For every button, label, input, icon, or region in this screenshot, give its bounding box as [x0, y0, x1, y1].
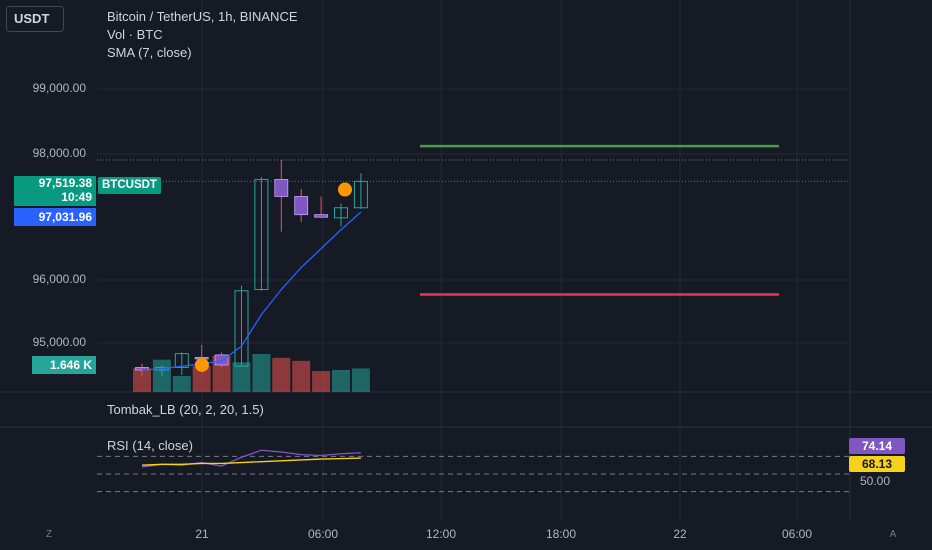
price-tick: 99,000.00: [32, 81, 86, 95]
time-tick: 06:00: [781, 527, 813, 541]
volume-bar: [252, 354, 271, 392]
rsi-ma-line: [141, 457, 361, 466]
rsi-legend[interactable]: RSI (14, close): [107, 438, 193, 453]
rsi-value-label: 74.14: [849, 438, 905, 454]
volume-bar: [133, 368, 151, 392]
time-tick: 18:00: [545, 527, 577, 541]
rsi-pane: [97, 449, 850, 493]
volume-label: 1.646 K: [32, 356, 96, 374]
time-tick: 22: [673, 527, 687, 541]
timezone-button[interactable]: Z: [45, 529, 53, 540]
candle-body: [214, 354, 229, 366]
volume-bar: [272, 357, 291, 392]
last-price-label: 97,519.38 10:49: [14, 176, 96, 206]
rsi-level-label: 50.00: [860, 474, 891, 488]
volume-bar: [292, 360, 311, 392]
candle-body: [294, 196, 309, 216]
chart-title[interactable]: Bitcoin / TetherUS, 1h, BINANCE: [107, 9, 298, 24]
volume-bar: [232, 362, 251, 392]
sma-legend[interactable]: SMA (7, close): [107, 45, 192, 60]
candle-body: [174, 353, 189, 368]
rsi-line: [141, 449, 361, 468]
time-tick: 21: [195, 527, 209, 541]
time-tick: 06:00: [307, 527, 339, 541]
signal-dot: [338, 182, 352, 197]
candle-body: [234, 290, 249, 367]
price-tick: 98,000.00: [32, 146, 86, 160]
price-tick: 96,000.00: [32, 272, 86, 286]
symbol-button[interactable]: USDT: [6, 6, 64, 32]
candles[interactable]: [135, 159, 368, 377]
bar-countdown: 10:49: [61, 190, 92, 204]
auto-scale-button[interactable]: A: [889, 529, 897, 540]
candle-body: [314, 214, 329, 218]
volume-bars: [133, 354, 370, 392]
sma-path: [141, 211, 362, 371]
volume-bar: [192, 366, 211, 392]
time-tick: 12:00: [425, 527, 457, 541]
volume-bar: [351, 368, 370, 392]
volume-legend[interactable]: Vol · BTC: [107, 27, 163, 42]
volume-bar: [172, 376, 191, 392]
signal-dot: [194, 357, 209, 372]
candle-body: [274, 179, 289, 197]
signal-markers: [194, 182, 352, 372]
symbol-tag: BTCUSDT: [98, 177, 161, 194]
price-tick: 95,000.00: [32, 335, 86, 349]
sma-line: [141, 211, 362, 371]
drawn-lines[interactable]: [420, 144, 779, 296]
rsi-ma-value-label: 68.13: [849, 456, 905, 472]
candle-body: [353, 180, 368, 209]
volume-bar: [332, 369, 350, 392]
last-price-value: 97,519.38: [38, 176, 92, 190]
volume-bar: [312, 371, 331, 392]
sma-price-label: 97,031.96: [14, 208, 96, 226]
tombak-legend[interactable]: Tombak_LB (20, 2, 20, 1.5): [107, 402, 264, 417]
candle-body: [334, 207, 348, 219]
candle-body: [254, 178, 269, 291]
